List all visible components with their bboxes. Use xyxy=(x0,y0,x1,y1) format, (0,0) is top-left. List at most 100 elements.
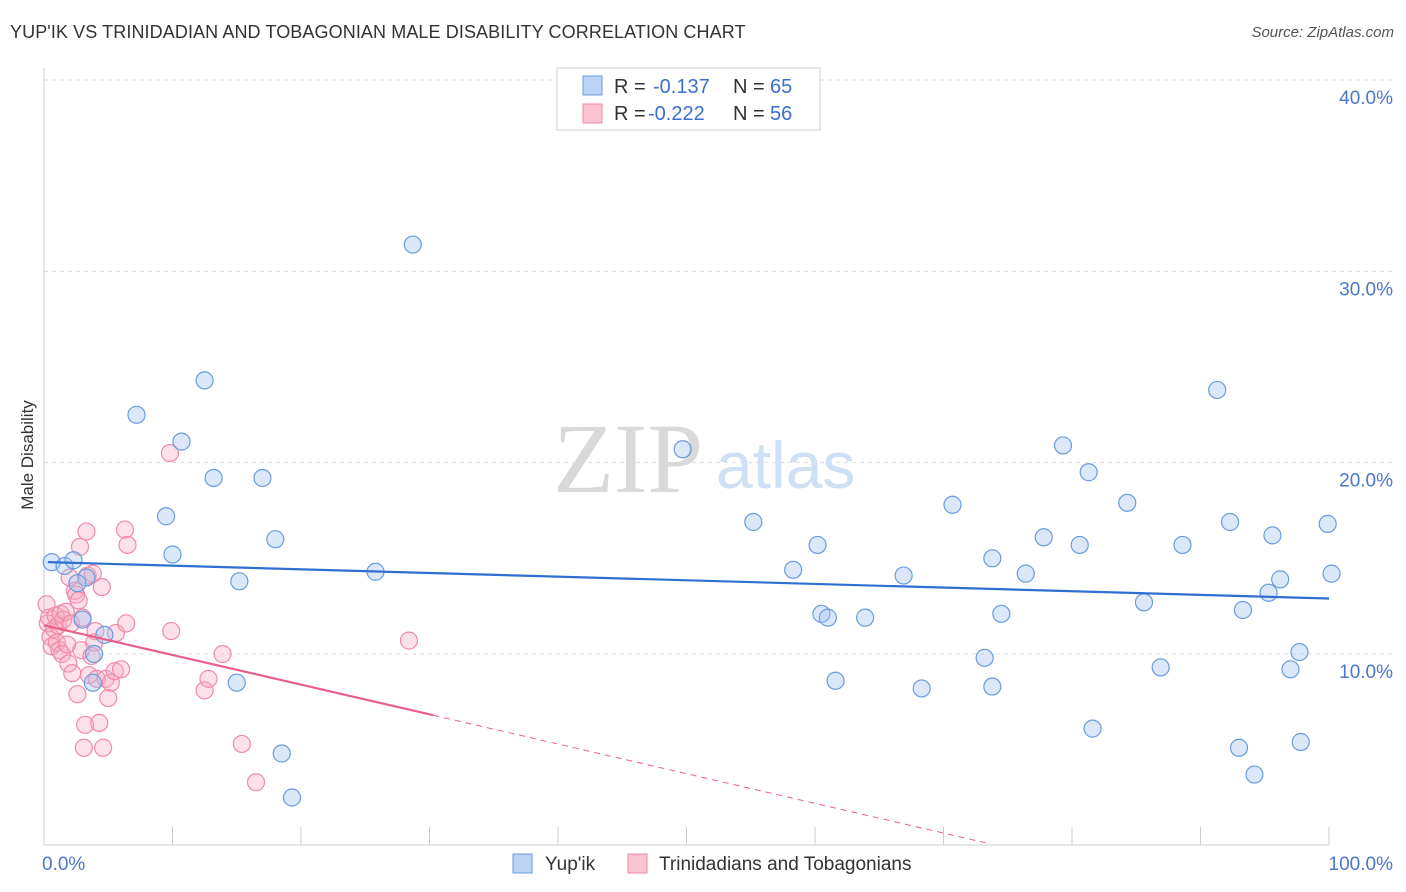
data-point-yupik xyxy=(204,468,223,488)
series-legend-trinidad: Trinidadians and Tobagonians xyxy=(659,854,911,875)
legend-swatch-yupik xyxy=(582,75,603,96)
data-point-yupik xyxy=(172,432,191,451)
data-point-yupik xyxy=(818,608,837,627)
data-point-trinidad xyxy=(118,535,137,555)
legend-r-label-1: R = xyxy=(614,76,646,98)
data-point-trinidad xyxy=(76,715,95,734)
data-point-trinidad xyxy=(99,688,118,708)
series-legend-swatch-yupik xyxy=(512,853,533,874)
data-point-yupik xyxy=(1034,528,1053,547)
series-legend: Yup'ik Trinidadians and Tobagonians xyxy=(512,853,911,875)
data-point-yupik xyxy=(673,440,692,459)
y-tick-label: 20.0% xyxy=(1339,471,1393,492)
legend-n-value-2: 56 xyxy=(770,103,792,125)
data-point-yupik xyxy=(127,405,146,424)
data-point-yupik xyxy=(1322,564,1341,583)
source-label: Source: ZipAtlas.com xyxy=(1251,24,1394,41)
data-point-yupik xyxy=(282,788,302,807)
data-point-trinidad xyxy=(90,713,109,732)
data-point-yupik xyxy=(1079,463,1098,482)
data-point-trinidad xyxy=(213,644,232,664)
data-point-yupik xyxy=(83,673,102,692)
data-point-trinidad xyxy=(105,662,124,681)
data-point-yupik xyxy=(230,572,249,591)
data-point-trinidad xyxy=(82,646,101,666)
data-point-yupik xyxy=(266,530,285,549)
data-point-yupik xyxy=(1118,493,1137,512)
data-point-yupik xyxy=(975,648,994,667)
data-point-trinidad xyxy=(246,773,266,792)
data-point-trinidad xyxy=(94,738,113,757)
data-point-yupik xyxy=(894,566,913,585)
data-point-yupik xyxy=(156,507,176,526)
legend-r-value-1: -0.137 xyxy=(653,76,710,98)
data-point-yupik xyxy=(227,673,246,692)
data-point-yupik xyxy=(73,610,92,629)
legend-swatch-trinidad xyxy=(582,103,603,124)
data-point-yupik xyxy=(1318,514,1337,533)
data-point-yupik xyxy=(1259,583,1278,602)
y-axis-label: Male Disability xyxy=(18,400,37,510)
data-point-yupik xyxy=(1291,732,1310,752)
data-point-yupik xyxy=(912,679,931,698)
data-point-yupik xyxy=(163,545,182,564)
data-point-yupik xyxy=(1151,658,1170,677)
data-point-trinidad xyxy=(115,520,135,539)
legend-r-label-2: R = xyxy=(614,103,646,125)
data-point-yupik xyxy=(983,549,1002,568)
data-point-trinidad xyxy=(162,621,181,641)
data-point-trinidad xyxy=(399,631,419,650)
data-point-yupik xyxy=(808,535,827,555)
data-point-trinidad xyxy=(63,664,82,683)
data-point-yupik xyxy=(784,560,803,579)
trend-lines xyxy=(43,561,1330,844)
data-point-yupik xyxy=(983,677,1002,696)
data-point-yupik xyxy=(1233,600,1253,620)
data-point-yupik xyxy=(992,604,1011,623)
data-point-trinidad xyxy=(77,522,96,541)
legend-n-value-1: 65 xyxy=(770,76,792,98)
axes xyxy=(43,68,1330,846)
data-point-yupik xyxy=(1173,535,1192,555)
stats-legend: R = -0.137 N = 65 R = -0.222 N = 56 xyxy=(556,67,821,131)
data-point-yupik xyxy=(744,512,763,532)
x-tick-labels: 0.0% 100.0% xyxy=(42,854,1393,875)
legend-r-value-2: -0.222 xyxy=(648,103,705,125)
series-legend-swatch-trinidad xyxy=(627,853,648,874)
data-point-yupik xyxy=(403,235,422,254)
series-legend-yupik: Yup'ik xyxy=(545,854,596,875)
data-point-yupik xyxy=(253,468,272,488)
y-tick-labels: 10.0% 20.0% 30.0% 40.0% xyxy=(1339,88,1393,683)
data-point-yupik xyxy=(943,495,962,514)
trend-line-trinidad xyxy=(43,624,434,717)
legend-n-label-1: N = xyxy=(733,76,765,98)
data-point-yupik xyxy=(1053,436,1073,455)
data-point-trinidad xyxy=(68,685,87,704)
chart-title: YUP'IK VS TRINIDADIAN AND TOBAGONIAN MAL… xyxy=(10,22,746,42)
data-point-yupik xyxy=(64,551,83,570)
data-point-yupik xyxy=(1229,738,1249,757)
data-point-yupik xyxy=(1016,564,1035,583)
data-point-trinidad xyxy=(69,591,88,610)
data-point-trinidad xyxy=(101,673,120,692)
data-point-yupik xyxy=(1134,593,1154,612)
data-point-trinidad xyxy=(117,614,136,633)
y-tick-label: 10.0% xyxy=(1339,662,1393,683)
data-point-yupik xyxy=(856,608,875,627)
y-tick-label: 30.0% xyxy=(1339,279,1393,300)
data-point-yupik xyxy=(68,574,87,593)
watermark-atlas: atlas xyxy=(716,428,855,502)
legend-n-label-2: N = xyxy=(733,103,765,125)
trend-line-trinidad-extension xyxy=(433,714,989,844)
data-point-yupik xyxy=(1083,719,1102,738)
data-point-trinidad xyxy=(74,738,93,757)
series-trinidad-points xyxy=(37,444,419,792)
data-point-yupik xyxy=(195,371,214,390)
y-tick-label: 40.0% xyxy=(1339,88,1393,109)
data-point-yupik xyxy=(1220,512,1240,532)
data-point-trinidad xyxy=(195,681,214,700)
watermark: ZIP atlas xyxy=(553,403,855,514)
data-point-yupik xyxy=(77,568,96,587)
data-point-trinidad xyxy=(160,444,180,463)
